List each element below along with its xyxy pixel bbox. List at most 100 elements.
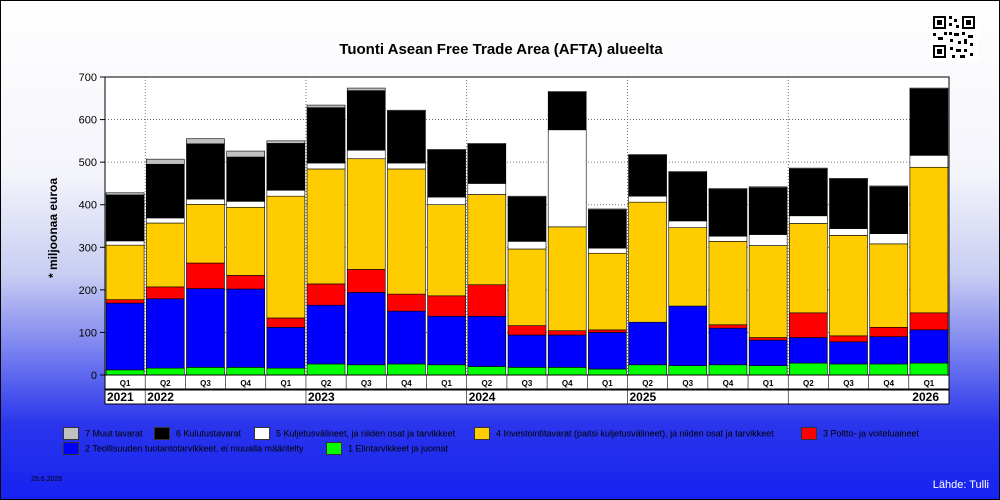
bar-segment-2	[628, 321, 667, 366]
bar-segment-6	[387, 110, 426, 164]
legend-swatch	[63, 427, 79, 440]
year-label: 2023	[308, 390, 335, 404]
x-tick-label: Q3	[682, 379, 693, 388]
bar-segment-6	[628, 155, 667, 197]
bar-segment-3	[708, 324, 748, 329]
x-tick-label: Q4	[562, 379, 573, 388]
bar-segment-5	[105, 240, 145, 246]
bar-segment-5	[869, 233, 909, 245]
date-stamp: 29.6.2026	[31, 476, 63, 483]
bar-segment-4	[628, 201, 667, 323]
legend-item: 2 Teollisuuden tuotantotarvikkeet, ei mu…	[63, 442, 303, 455]
y-tick-label: 300	[79, 242, 97, 254]
x-tick-label: Q1	[602, 379, 613, 388]
bar-segment-7	[186, 138, 225, 145]
bar-segment-4	[708, 241, 748, 326]
bar-segment-1	[346, 364, 386, 376]
bar-segment-4	[507, 248, 547, 326]
bar-segment-3	[909, 312, 949, 331]
x-tick-label: Q1	[281, 379, 292, 388]
bar-segment-7	[628, 154, 667, 156]
bar-segment-1	[306, 363, 346, 376]
x-tick-label: Q2	[642, 379, 653, 388]
y-tick-label: 600	[79, 115, 97, 127]
legend-label: 5 Kuljetusvälineet, ja niiden osat ja ta…	[276, 428, 456, 439]
bar-segment-7	[306, 104, 346, 108]
bar-segment-6	[869, 186, 909, 234]
year-label: 2022	[147, 390, 174, 404]
bar-segment-5	[909, 155, 949, 168]
bar-segment-1	[909, 362, 949, 376]
bar-segment-6	[547, 92, 587, 131]
legend-item: 6 Kulutustavarat	[154, 427, 241, 440]
bar-segment-2	[226, 288, 265, 368]
bar-segment-3	[387, 293, 426, 312]
x-tick-label: Q4	[723, 379, 734, 388]
x-tick-label: Q3	[200, 379, 211, 388]
bar-segment-5	[507, 241, 547, 250]
year-label: 2025	[629, 390, 656, 404]
chart-plot: 0 100 200 300 400 500 600 700 Q1 Q2 Q3 Q4 Q1 Q2 Q3 Q4 Q1…	[79, 72, 950, 405]
bar-segment-6	[748, 187, 788, 235]
bar-segment-2	[145, 298, 185, 369]
legend-swatch	[254, 427, 270, 440]
bar-segment-4	[427, 204, 466, 297]
bar-segment-4	[226, 206, 265, 276]
x-tick-label: Q1	[924, 379, 935, 388]
bar-segment-5	[427, 196, 466, 206]
bar-segment-4	[346, 158, 386, 270]
bar-segment-3	[467, 284, 507, 317]
bar-segment-1	[105, 369, 145, 376]
bar-segment-1	[668, 365, 708, 376]
bar-segment-3	[226, 275, 265, 290]
bar-segment-3	[588, 329, 627, 333]
bar-segment-7	[547, 91, 587, 93]
bar-segment-1	[748, 365, 788, 376]
bar-segment-6	[427, 149, 466, 198]
x-tick-label: Q2	[321, 379, 332, 388]
bar-segment-4	[387, 168, 426, 295]
bar-segment-4	[588, 252, 627, 331]
bar-segment-3	[346, 269, 386, 293]
bar-segment-7	[266, 140, 306, 144]
bar-segment-6	[306, 107, 346, 164]
bar-segment-6	[346, 90, 386, 151]
x-tick-label: Q4	[401, 379, 412, 388]
bar-segment-1	[588, 368, 627, 376]
bar-segment-6	[105, 194, 145, 242]
bar-segment-7	[387, 109, 426, 112]
bar-segment-6	[789, 168, 828, 217]
bar-segment-6	[829, 178, 868, 229]
bar-segment-6	[507, 196, 547, 242]
bar-segment-7	[869, 185, 909, 188]
year-label: 2024	[469, 390, 496, 404]
bar-segment-3	[186, 262, 225, 289]
y-tick-label: 500	[79, 157, 97, 169]
y-tick-label: 200	[79, 285, 97, 297]
year-label: 2026	[912, 390, 939, 404]
x-tick-label: Q2	[481, 379, 492, 388]
bar-segment-5	[789, 215, 828, 224]
bar-segment-7	[668, 171, 708, 173]
bar-segment-2	[266, 327, 306, 369]
bar-segment-4	[467, 194, 507, 286]
legend-label: 2 Teollisuuden tuotantotarvikkeet, ei mu…	[85, 443, 304, 454]
bar-segment-1	[387, 363, 426, 376]
bar-segment-2	[507, 334, 547, 368]
bar-segment-4	[105, 244, 145, 300]
bar-segment-5	[226, 201, 265, 208]
legend-item: 5 Kuljetusvälineet, ja niiden osat ja ta…	[254, 427, 455, 440]
bar-segment-3	[145, 286, 185, 300]
bar-segment-1	[427, 364, 466, 376]
bar-segment-4	[186, 203, 225, 264]
bar-segment-2	[467, 315, 507, 367]
bar-segment-5	[708, 235, 748, 242]
bar-segment-5	[346, 149, 386, 160]
chart-title: Tuonti Asean Free Trade Area (AFTA) alue…	[339, 41, 663, 58]
bar-segment-2	[869, 336, 909, 365]
bar-segment-6	[186, 143, 225, 200]
quarter-axis-band	[104, 374, 950, 390]
x-tick-label: Q1	[441, 379, 452, 388]
bar-segment-4	[869, 243, 909, 328]
legend-item: 1 Elintarvikkeet ja juomat	[326, 442, 448, 455]
